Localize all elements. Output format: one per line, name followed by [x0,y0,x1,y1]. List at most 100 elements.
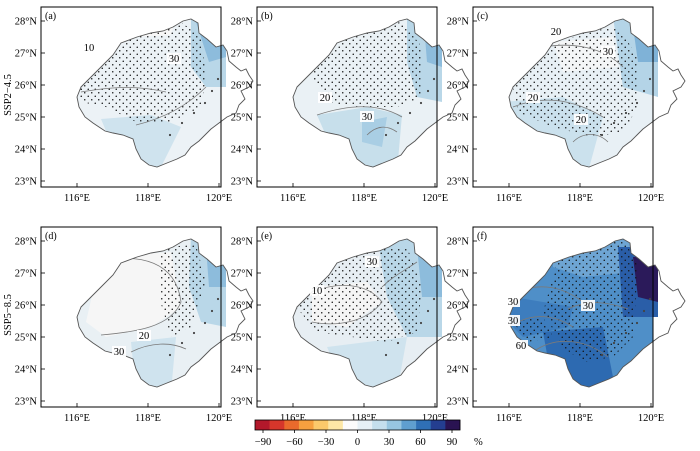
colorbar-tick-label: 0 [355,437,360,448]
colorbar-swatch [284,420,300,430]
lat-tick-label: 26°N [231,301,254,312]
island [635,321,639,325]
svg-text:20: 20 [551,27,562,38]
lon-tick-label: 116°E [280,193,306,204]
stipple-region [159,245,206,337]
colorbar-swatch [328,420,344,430]
lat-tick-label: 25°N [231,113,254,124]
contour-line [316,106,403,118]
row-label-ssp585: SSP5−8.5 [3,294,14,336]
contour-line [366,126,398,136]
lat-tick-label: 28°N [447,237,470,248]
island [203,101,207,105]
panel-3: 28°N 27°N 26°N 25°N 24°N 23°N 116°E 118°E 120°E (… [447,6,686,204]
lon-tick-label: 118°E [567,193,593,204]
panel-label: (b) [261,11,273,22]
lon-tick-label: 116°E [496,413,522,424]
colorbar-swatch [255,420,270,430]
map-fill [77,239,226,387]
panel-label: (e) [261,231,272,242]
island [396,121,400,125]
lon-tick-label: 118°E [567,413,593,424]
island [635,101,639,105]
lon-tick-label: 120°E [422,193,448,204]
lon-tick-label: 116°E [64,193,90,204]
panel-label: (c) [477,11,488,22]
svg-text:30: 30 [367,257,378,268]
contour-label: 30 [112,346,126,358]
svg-text:30: 30 [508,297,519,308]
contour-label: 30 [360,111,374,123]
stipple-region [513,317,553,342]
province-border [508,238,686,388]
panel-frame [472,226,654,408]
lat-tick-label: 25°N [447,113,470,124]
colorbar-swatch [430,420,446,430]
lat-tick-label: 27°N [447,49,470,60]
contour-label: 30 [167,53,181,65]
contour-line [542,44,624,68]
fill-region [317,107,402,167]
lat-tick-label: 24°N [15,365,38,376]
svg-text:20: 20 [528,93,539,104]
panel-2: 28°N 27°N 26°N 25°N 24°N 23°N 116°E 118°E 120°E (… [231,6,470,204]
contour-label: 20 [574,114,588,126]
svg-text:30: 30 [169,54,180,65]
map-fill [293,239,442,387]
contour-label: 20 [526,92,540,104]
contour-label: 10 [310,285,324,297]
island [426,89,430,93]
lat-tick-label: 28°N [15,17,38,28]
island [180,121,184,125]
island [432,77,436,81]
island [396,341,400,345]
island [426,309,430,313]
panel-5: 28°N 27°N 26°N 25°N 24°N 23°N 116°E 118°E 120°E (… [231,226,470,424]
colorbar-swatch [445,420,461,430]
panel-frame [40,6,222,188]
island [600,133,604,137]
contour-line [381,261,418,288]
lat-tick-label: 27°N [15,49,38,60]
panel-frame [256,6,438,188]
island [168,133,172,137]
row-label-ssp245: SSP2−4.5 [3,74,14,116]
lat-tick-label: 24°N [15,145,38,156]
island [432,297,436,301]
panel-frame [472,6,654,188]
lat-tick-label: 27°N [447,269,470,280]
contour-line [532,340,609,358]
lat-tick-label: 25°N [231,333,254,344]
contour-line [80,87,167,93]
fill-region [362,117,387,147]
lat-tick-label: 23°N [15,177,38,188]
colorbar-tick-label: 90 [447,437,458,448]
map-panels: 28°N 27°N 26°N 25°N 24°N 23°N 116°E 118°E 120°E (… [15,6,686,424]
lon-tick-label: 118°E [135,413,161,424]
colorbar-swatch [269,420,285,430]
contour-label: 30 [365,256,379,268]
svg-text:30: 30 [603,47,614,58]
panel-label: (a) [45,11,56,22]
contour-line [572,134,609,143]
island [384,133,388,137]
svg-text:30: 30 [583,301,594,312]
lat-tick-label: 23°N [231,177,254,188]
island [180,341,184,345]
svg-text:20: 20 [576,115,587,126]
island [408,331,412,335]
contour-label: 30 [581,300,595,312]
lon-tick-label: 120°E [638,193,664,204]
lat-tick-label: 23°N [15,397,38,408]
province-border [76,18,254,168]
lon-tick-label: 116°E [64,413,90,424]
contour-line [130,343,187,353]
island [612,121,616,125]
island [192,111,196,115]
lat-tick-label: 25°N [15,113,38,124]
lat-tick-label: 24°N [447,145,470,156]
contour-line [512,99,604,118]
island [624,111,628,115]
lat-tick-label: 26°N [447,301,470,312]
island [612,341,616,345]
